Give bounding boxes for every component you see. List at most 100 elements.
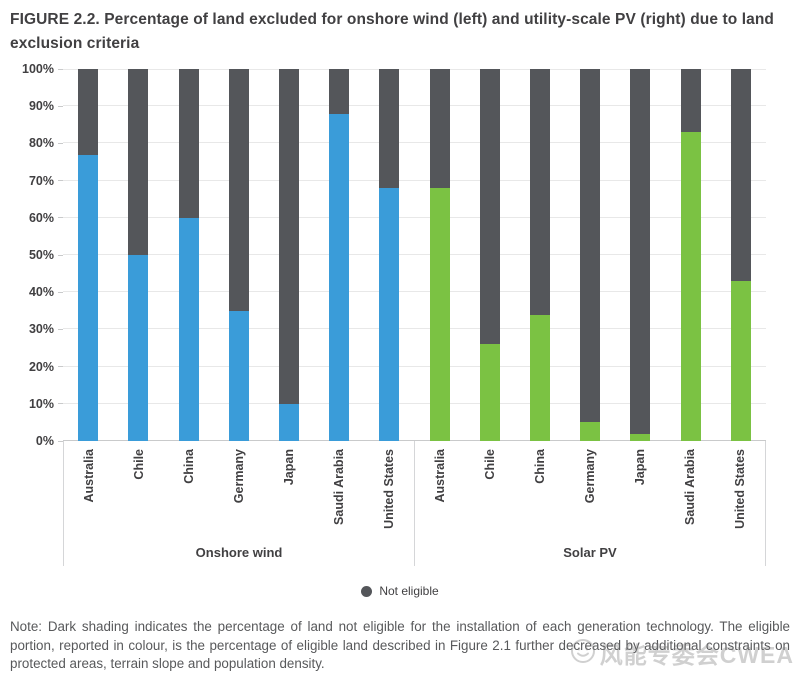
bar-solar-pv-chile [479,69,500,441]
y-tick-mark-30 [58,328,63,330]
bar-solar-pv-australia [429,69,450,441]
bar-slot-solar-pv-australia [415,69,465,441]
segment-eligible-onshore-wind-australia [78,154,99,441]
y-tick-label-90: 90% [28,99,54,114]
segment-eligible-solar-pv-united-states [730,281,751,441]
segment-eligible-solar-pv-china [530,314,551,441]
bar-slot-onshore-wind-germany [214,69,264,441]
country-label-onshore-wind-japan: Japan [281,449,296,486]
country-label-solar-pv-japan: Japan [632,449,647,486]
segment-eligible-onshore-wind-japan [278,403,299,441]
country-label-solar-pv-australia: Australia [432,449,447,503]
category-axis: Australia Chile China Germany Japan Saudi Ara… [63,441,766,566]
y-tick-label-80: 80% [28,136,54,151]
not-eligible-legend-dot-icon [361,585,373,597]
bar-onshore-wind-saudi-arabia [329,69,350,441]
bar-slot-solar-pv-chile [465,69,515,441]
country-label-solar-pv-saudi-arabia: Saudi Arabia [682,449,697,525]
country-cell-onshore-wind-china: China [164,441,214,538]
bar-slot-solar-pv-saudi-arabia [666,69,716,441]
y-tick-label-50: 50% [28,248,54,262]
segment-not-eligible-solar-pv-chile [479,69,500,345]
country-label-onshore-wind-china: China [181,449,196,484]
segment-not-eligible-onshore-wind-china [178,69,199,218]
bar-slot-solar-pv-united-states [716,69,766,441]
group-label-solar-pv: Solar PV [563,545,617,560]
country-label-solar-pv-united-states: United States [732,449,747,529]
bar-slot-onshore-wind-united-states [364,69,414,441]
bar-group-solar-pv [415,69,767,441]
y-tick-mark-20 [58,366,63,368]
bar-solar-pv-united-states [730,69,751,441]
segment-not-eligible-onshore-wind-germany [228,69,249,311]
y-tick-mark-60 [58,217,63,219]
figure-title: FIGURE 2.2. Percentage of land excluded … [10,11,774,53]
gridline-60 [63,216,766,218]
country-cell-onshore-wind-saudi-arabia: Saudi Arabia [314,441,364,538]
y-tick-mark-0 [58,440,63,442]
gridline-70 [63,179,766,181]
segment-not-eligible-solar-pv-japan [630,69,651,434]
bar-onshore-wind-china [178,69,199,441]
bar-slot-solar-pv-germany [565,69,615,441]
segment-not-eligible-onshore-wind-united-states [379,69,400,189]
bar-solar-pv-japan [630,69,651,441]
country-label-onshore-wind-united-states: United States [381,449,396,529]
gridline-10 [63,402,766,404]
y-tick-label-30: 30% [28,322,54,337]
legend: Not eligible [0,584,800,598]
y-tick-label-60: 60% [28,210,54,225]
gridline-40 [63,291,766,293]
country-label-solar-pv-germany: Germany [582,449,597,504]
segment-eligible-onshore-wind-china [178,217,199,441]
y-tick-label-70: 70% [28,173,54,188]
segment-not-eligible-onshore-wind-saudi-arabia [329,69,350,114]
bar-slot-onshore-wind-chile [113,69,163,441]
country-cell-onshore-wind-united-states: United States [364,441,414,538]
segment-not-eligible-onshore-wind-chile [128,69,149,255]
bar-group-onshore-wind [63,69,415,441]
y-tick-mark-100 [58,68,63,70]
country-cell-solar-pv-saudi-arabia: Saudi Arabia [665,441,715,538]
y-tick-mark-70 [58,180,63,182]
country-label-onshore-wind-chile: Chile [131,449,146,480]
segment-not-eligible-solar-pv-united-states [730,69,751,282]
country-cell-onshore-wind-chile: Chile [114,441,164,538]
bar-solar-pv-saudi-arabia [680,69,701,441]
bar-slot-onshore-wind-china [163,69,213,441]
segment-not-eligible-solar-pv-germany [580,69,601,423]
segment-eligible-solar-pv-saudi-arabia [680,132,701,441]
segment-not-eligible-solar-pv-china [530,69,551,315]
gridline-0 [63,440,766,441]
gridline-30 [63,328,766,330]
bar-slot-solar-pv-japan [615,69,665,441]
bar-onshore-wind-japan [278,69,299,441]
country-label-row-solar-pv: Australia Chile China Germany Japan Saudi Ara… [415,441,765,538]
bar-onshore-wind-germany [228,69,249,441]
bar-onshore-wind-united-states [379,69,400,441]
y-tick-label-100: 100% [22,62,54,76]
segment-eligible-onshore-wind-saudi-arabia [329,113,350,441]
country-cell-onshore-wind-japan: Japan [264,441,314,538]
bar-onshore-wind-chile [128,69,149,441]
bar-groups [63,69,766,441]
figure-note: Note: Dark shading indicates the percent… [10,619,790,671]
legend-label-not-eligible: Not eligible [379,584,439,598]
category-group-onshore-wind: Australia Chile China Germany Japan Saudi Ara… [64,441,414,566]
country-label-solar-pv-china: China [532,449,547,484]
bar-slot-onshore-wind-japan [264,69,314,441]
country-label-onshore-wind-australia: Australia [81,449,96,503]
segment-not-eligible-onshore-wind-japan [278,69,299,404]
segment-eligible-solar-pv-australia [429,188,450,441]
country-cell-solar-pv-china: China [515,441,565,538]
country-cell-solar-pv-united-states: United States [715,441,765,538]
gridline-100 [63,69,766,70]
y-tick-mark-50 [58,254,63,256]
y-tick-mark-10 [58,403,63,405]
country-cell-solar-pv-germany: Germany [565,441,615,538]
y-tick-mark-40 [58,291,63,293]
bar-solar-pv-china [530,69,551,441]
y-tick-mark-80 [58,142,63,144]
bar-slot-onshore-wind-australia [63,69,113,441]
country-cell-solar-pv-japan: Japan [615,441,665,538]
